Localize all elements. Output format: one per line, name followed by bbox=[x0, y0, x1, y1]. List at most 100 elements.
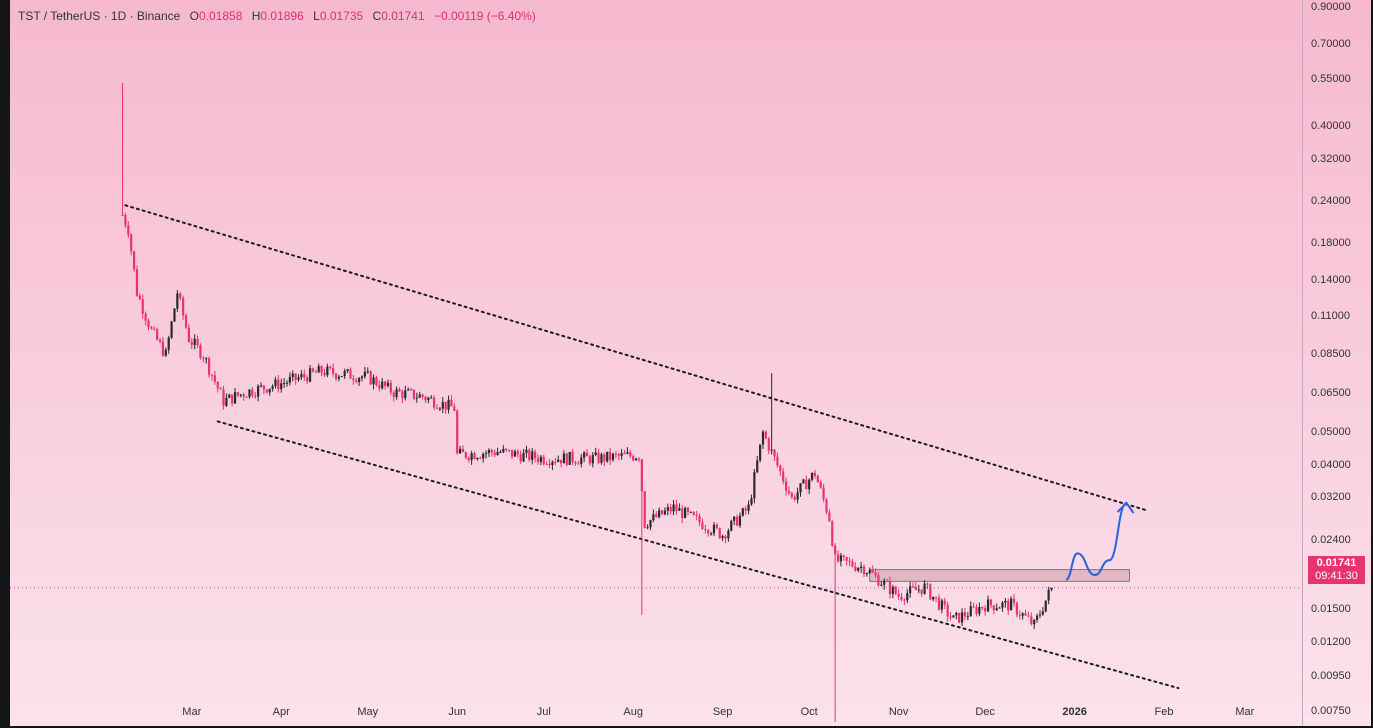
candle-body bbox=[158, 339, 162, 342]
candle-body bbox=[447, 399, 450, 410]
candle-body bbox=[476, 458, 479, 460]
candle-body bbox=[903, 599, 906, 601]
candle-body bbox=[510, 449, 514, 457]
candle-body bbox=[730, 520, 733, 531]
candle-body bbox=[643, 491, 646, 528]
candle-body bbox=[701, 522, 704, 530]
candle-body bbox=[571, 451, 574, 463]
candle-body bbox=[343, 371, 346, 377]
x-tick-label: Apr bbox=[272, 706, 290, 718]
candle-body bbox=[141, 299, 144, 314]
candle-body bbox=[874, 572, 877, 576]
candle-body bbox=[1047, 589, 1050, 601]
candle-body bbox=[949, 616, 952, 618]
projection-arrowhead bbox=[1116, 501, 1135, 514]
candle-body bbox=[718, 528, 721, 539]
candle-body bbox=[1012, 598, 1016, 603]
candle-body bbox=[551, 461, 554, 466]
y-tick-label: 0.08500 bbox=[1311, 347, 1351, 360]
candle-body bbox=[678, 508, 681, 511]
candle-body bbox=[383, 381, 387, 386]
candle-body bbox=[283, 382, 286, 384]
candle-body bbox=[170, 321, 173, 338]
candle-body bbox=[502, 448, 505, 453]
close-value: 0.01741 bbox=[381, 9, 425, 23]
candle-body bbox=[424, 396, 427, 401]
chart-area[interactable]: TST / TetherUS · 1D · Binance O0.01858 H… bbox=[10, 0, 1371, 726]
candle-body bbox=[883, 580, 886, 585]
candle-body bbox=[161, 341, 165, 356]
candle-body bbox=[782, 471, 785, 482]
candle-body bbox=[963, 612, 967, 617]
candle-body bbox=[606, 451, 609, 462]
candle-body bbox=[332, 368, 335, 374]
candle-body bbox=[666, 507, 669, 511]
candle-body bbox=[865, 573, 868, 575]
candle-body bbox=[658, 510, 661, 518]
y-tick-label: 0.04000 bbox=[1311, 458, 1351, 471]
x-tick-label: May bbox=[357, 706, 379, 718]
candle-body bbox=[207, 358, 211, 375]
candle-body bbox=[539, 456, 542, 462]
candle-body bbox=[932, 596, 935, 600]
y-tick-label: 0.06500 bbox=[1311, 387, 1351, 400]
candle-body bbox=[132, 251, 136, 270]
price-chart-svg[interactable] bbox=[10, 0, 1302, 726]
candle-body bbox=[981, 606, 984, 609]
candle-body bbox=[150, 327, 153, 329]
candle-body bbox=[721, 535, 724, 539]
candle-body bbox=[254, 395, 257, 397]
candle-body bbox=[389, 382, 392, 393]
candle-body bbox=[259, 385, 263, 387]
candle-body bbox=[620, 453, 623, 456]
candle-body bbox=[493, 452, 496, 456]
y-tick-label: 0.32000 bbox=[1311, 152, 1351, 165]
candle-body bbox=[632, 456, 635, 461]
candle-body bbox=[239, 394, 242, 396]
x-tick-label: Aug bbox=[623, 706, 643, 718]
y-tick-label: 0.18000 bbox=[1311, 237, 1351, 250]
candle-body bbox=[885, 580, 889, 582]
candle-body bbox=[499, 452, 502, 454]
open-value: 0.01858 bbox=[198, 9, 243, 23]
candle-body bbox=[401, 391, 404, 399]
candle-body bbox=[130, 234, 133, 252]
candle-body bbox=[458, 448, 462, 454]
candle-body bbox=[877, 575, 880, 586]
candle-body bbox=[320, 366, 323, 373]
candle-body bbox=[937, 597, 941, 610]
candle-body bbox=[940, 600, 943, 610]
candle-body bbox=[966, 616, 969, 618]
candle-body bbox=[580, 457, 583, 464]
candle-body bbox=[323, 372, 326, 376]
candle-body bbox=[926, 583, 929, 585]
candle-body bbox=[190, 341, 193, 345]
candle-body bbox=[1010, 598, 1013, 611]
candle-body bbox=[845, 557, 848, 561]
projection-path bbox=[1065, 502, 1128, 581]
candle-body bbox=[337, 376, 341, 379]
candle-body bbox=[986, 599, 990, 612]
candle-body bbox=[314, 371, 317, 373]
candle-body bbox=[738, 515, 742, 526]
candle-body bbox=[519, 454, 522, 462]
candle-body bbox=[603, 454, 606, 462]
candle-body bbox=[450, 399, 453, 407]
candle-body bbox=[857, 568, 860, 571]
change-value: −0.00119 (−6.40%) bbox=[433, 9, 536, 23]
candle-body bbox=[634, 458, 638, 461]
candle-body bbox=[340, 376, 343, 378]
candle-body bbox=[689, 511, 692, 513]
candle-body bbox=[179, 293, 182, 298]
candle-body bbox=[995, 608, 998, 611]
candle-body bbox=[467, 457, 470, 460]
candle-body bbox=[894, 586, 897, 594]
candle-body bbox=[787, 490, 791, 494]
x-tick-label: Sep bbox=[712, 706, 733, 718]
candle-body bbox=[822, 487, 825, 500]
candle-body bbox=[135, 269, 139, 296]
candle-body bbox=[470, 453, 473, 460]
price-axis[interactable]: 0.90000 0.70000 0.55000 0.40000 0.32000 0.240… bbox=[1302, 0, 1371, 726]
candle-body bbox=[124, 215, 127, 226]
candle-body bbox=[727, 530, 730, 539]
